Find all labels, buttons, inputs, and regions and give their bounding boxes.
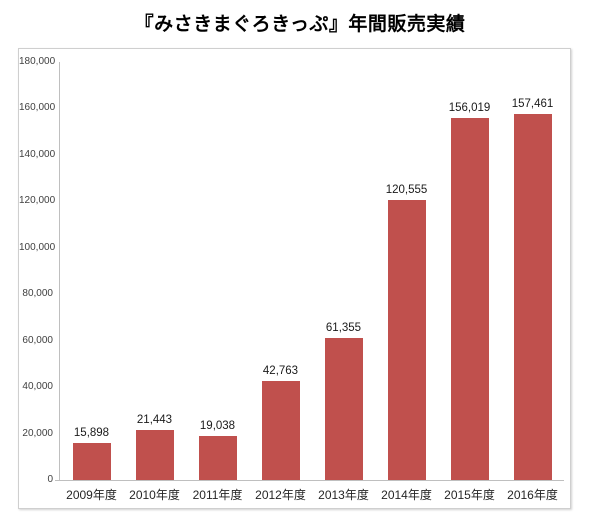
chart-area: 0 20,000 40,000 60,000 80,000 100,000 120,000 1… — [18, 48, 571, 509]
y-tick-label: 40,000 — [22, 381, 53, 393]
bar-slot-2016: 157,461 — [501, 62, 564, 480]
bar-value-label-2013: 61,355 — [325, 322, 362, 334]
bar-2013 — [324, 338, 363, 480]
y-tick-label: 60,000 — [22, 334, 53, 346]
y-tick-label: 180,000 — [19, 56, 56, 67]
bar-value-label-2012: 42,763 — [262, 365, 299, 377]
y-tick-label: 20,000 — [22, 427, 53, 439]
x-category-label-2012: 2012年度 — [255, 488, 306, 502]
x-category-label-2015: 2015年度 — [444, 488, 495, 502]
bar-value-label-2016: 157,461 — [511, 98, 554, 110]
x-axis-line — [55, 480, 564, 481]
y-tick-label: 0 — [47, 474, 53, 485]
bar-2011 — [198, 436, 237, 480]
bar-value-label-2014: 120,555 — [385, 184, 428, 196]
y-tick-label: 80,000 — [22, 288, 53, 300]
bar-slot-2014: 120,555 — [375, 62, 438, 480]
bar-value-label-2009: 15,898 — [73, 427, 110, 439]
y-tick-label: 120,000 — [19, 195, 56, 207]
bar-2016 — [513, 114, 552, 480]
y-tick-label: 140,000 — [19, 148, 56, 160]
y-tick-label: 100,000 — [19, 241, 56, 253]
bar-value-label-2015: 156,019 — [448, 102, 491, 114]
bar-slot-2009: 15,898 — [60, 62, 123, 480]
bar-2012 — [261, 381, 300, 480]
bar-value-label-2010: 21,443 — [136, 414, 173, 426]
chart-title: 『みさきまぐろきっぷ』年間販売実績 — [134, 14, 466, 35]
x-category-label-2016: 2016年度 — [507, 488, 558, 502]
plot-area: 15,898 21,443 19,038 42,763 61,355 120,555 156… — [60, 62, 564, 480]
bar-2009 — [72, 443, 111, 480]
x-category-label-2013: 2013年度 — [318, 488, 369, 502]
bar-slot-2010: 21,443 — [123, 62, 186, 480]
y-tick-label: 160,000 — [19, 102, 56, 114]
x-axis-category-labels: 2009年度 2010年度 2011年度 2012年度 2013年度 2014年度 2015… — [60, 486, 564, 503]
bar-slot-2013: 61,355 — [312, 62, 375, 480]
x-category-label-2014: 2014年度 — [381, 488, 432, 502]
bar-2015 — [450, 118, 489, 480]
bar-slot-2011: 19,038 — [186, 62, 249, 480]
x-category-label-2009: 2009年度 — [66, 488, 117, 502]
x-category-label-2010: 2010年度 — [129, 488, 180, 502]
bar-slot-2015: 156,019 — [438, 62, 501, 480]
bar-value-label-2011: 19,038 — [199, 420, 236, 432]
y-axis-line — [59, 62, 60, 480]
bar-2014 — [387, 200, 426, 480]
bar-2010 — [135, 430, 174, 480]
x-category-label-2011: 2011年度 — [192, 488, 243, 502]
bar-slot-2012: 42,763 — [249, 62, 312, 480]
